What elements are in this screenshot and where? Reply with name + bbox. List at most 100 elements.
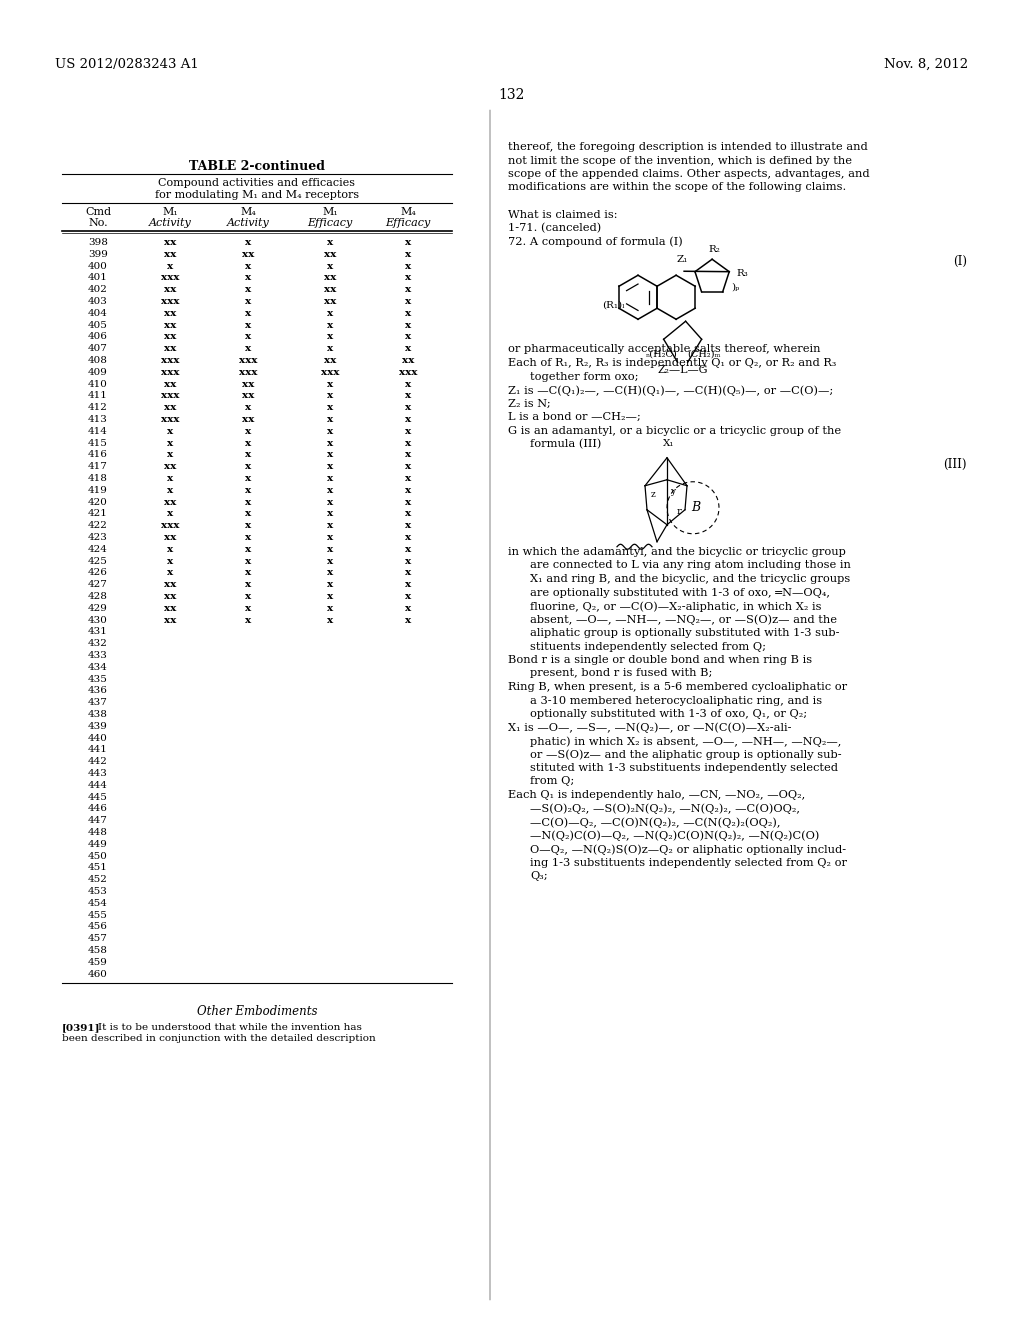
Text: 440: 440 bbox=[88, 734, 108, 743]
Text: xxx: xxx bbox=[398, 368, 417, 376]
Text: xxx: xxx bbox=[161, 297, 179, 306]
Text: optionally substituted with 1-3 of oxo, Q₁, or Q₂;: optionally substituted with 1-3 of oxo, … bbox=[530, 709, 807, 719]
Text: x: x bbox=[167, 569, 173, 577]
Text: 428: 428 bbox=[88, 591, 108, 601]
Text: modifications are within the scope of the following claims.: modifications are within the scope of th… bbox=[508, 182, 846, 193]
Text: x: x bbox=[327, 321, 333, 330]
Text: 414: 414 bbox=[88, 426, 108, 436]
Text: x: x bbox=[167, 261, 173, 271]
Text: for modulating M₁ and M₄ receptors: for modulating M₁ and M₄ receptors bbox=[155, 190, 359, 201]
Text: (CH₂)ₘ: (CH₂)ₘ bbox=[687, 350, 721, 358]
Text: x: x bbox=[327, 474, 333, 483]
Text: x: x bbox=[245, 545, 251, 554]
Text: x: x bbox=[404, 486, 411, 495]
Text: Z₂—L—G: Z₂—L—G bbox=[657, 366, 708, 375]
Text: x: x bbox=[327, 333, 333, 342]
Text: x: x bbox=[404, 462, 411, 471]
Text: x: x bbox=[404, 333, 411, 342]
Text: Q₃;: Q₃; bbox=[530, 871, 548, 880]
Text: x: x bbox=[404, 521, 411, 531]
Text: xxx: xxx bbox=[161, 368, 179, 376]
Text: M₁: M₁ bbox=[323, 207, 338, 216]
Text: 420: 420 bbox=[88, 498, 108, 507]
Text: (III): (III) bbox=[943, 458, 967, 470]
Text: from Q;: from Q; bbox=[530, 776, 574, 787]
Text: 434: 434 bbox=[88, 663, 108, 672]
Text: xx: xx bbox=[324, 273, 336, 282]
Text: 399: 399 bbox=[88, 249, 108, 259]
Text: 455: 455 bbox=[88, 911, 108, 920]
Text: x: x bbox=[167, 557, 173, 565]
Text: x: x bbox=[404, 615, 411, 624]
Text: xx: xx bbox=[324, 285, 336, 294]
Text: x: x bbox=[245, 309, 251, 318]
Text: x: x bbox=[404, 426, 411, 436]
Text: xx: xx bbox=[164, 615, 176, 624]
Text: O—Q₂, —N(Q₂)S(O)z—Q₂ or aliphatic optionally includ-: O—Q₂, —N(Q₂)S(O)z—Q₂ or aliphatic option… bbox=[530, 843, 846, 854]
Text: x: x bbox=[245, 438, 251, 447]
Text: xx: xx bbox=[164, 380, 176, 388]
Text: 456: 456 bbox=[88, 923, 108, 932]
Text: absent, —O—, —NH—, —NQ₂—, or —S(O)z— and the: absent, —O—, —NH—, —NQ₂—, or —S(O)z— and… bbox=[530, 615, 837, 626]
Text: xx: xx bbox=[401, 356, 414, 366]
Text: 458: 458 bbox=[88, 946, 108, 954]
Text: xx: xx bbox=[242, 380, 254, 388]
Text: x: x bbox=[327, 545, 333, 554]
Text: 422: 422 bbox=[88, 521, 108, 531]
Text: 460: 460 bbox=[88, 970, 108, 978]
Text: M₄: M₄ bbox=[240, 207, 256, 216]
Text: xxx: xxx bbox=[239, 356, 257, 366]
Text: 444: 444 bbox=[88, 781, 108, 789]
Text: x: x bbox=[404, 261, 411, 271]
Text: 442: 442 bbox=[88, 758, 108, 766]
Text: X₁ and ring B, and the bicyclic, and the tricyclic groups: X₁ and ring B, and the bicyclic, and the… bbox=[530, 574, 850, 583]
Text: xxx: xxx bbox=[321, 368, 339, 376]
Text: US 2012/0283243 A1: US 2012/0283243 A1 bbox=[55, 58, 199, 71]
Text: x: x bbox=[245, 426, 251, 436]
Text: x: x bbox=[327, 450, 333, 459]
Text: 408: 408 bbox=[88, 356, 108, 366]
Text: x: x bbox=[404, 309, 411, 318]
Text: 412: 412 bbox=[88, 403, 108, 412]
Text: R₂: R₂ bbox=[709, 246, 720, 255]
Text: 410: 410 bbox=[88, 380, 108, 388]
Text: xx: xx bbox=[164, 581, 176, 589]
Text: x: x bbox=[327, 309, 333, 318]
Text: x: x bbox=[404, 249, 411, 259]
Text: x: x bbox=[327, 238, 333, 247]
Text: x: x bbox=[327, 392, 333, 400]
Text: 427: 427 bbox=[88, 581, 108, 589]
Text: G is an adamantyl, or a bicyclic or a tricyclic group of the: G is an adamantyl, or a bicyclic or a tr… bbox=[508, 425, 841, 436]
Text: are connected to L via any ring atom including those in: are connected to L via any ring atom inc… bbox=[530, 561, 851, 570]
Text: xxx: xxx bbox=[239, 368, 257, 376]
Text: 425: 425 bbox=[88, 557, 108, 565]
Text: 417: 417 bbox=[88, 462, 108, 471]
Text: xx: xx bbox=[164, 403, 176, 412]
Text: xx: xx bbox=[242, 414, 254, 424]
Text: B: B bbox=[691, 502, 700, 515]
Text: x: x bbox=[245, 462, 251, 471]
Text: 416: 416 bbox=[88, 450, 108, 459]
Text: x: x bbox=[404, 510, 411, 519]
Text: (I): (I) bbox=[953, 255, 967, 268]
Text: 401: 401 bbox=[88, 273, 108, 282]
Text: 439: 439 bbox=[88, 722, 108, 731]
Text: What is claimed is:: What is claimed is: bbox=[508, 210, 617, 219]
Text: 1-71. (canceled): 1-71. (canceled) bbox=[508, 223, 601, 234]
Text: x: x bbox=[327, 380, 333, 388]
Text: 441: 441 bbox=[88, 746, 108, 755]
Text: Cmd: Cmd bbox=[85, 207, 111, 216]
Text: x: x bbox=[245, 261, 251, 271]
Text: together form oxo;: together form oxo; bbox=[530, 371, 639, 381]
Text: x: x bbox=[404, 414, 411, 424]
Text: x: x bbox=[327, 426, 333, 436]
Text: 409: 409 bbox=[88, 368, 108, 376]
Text: x: x bbox=[167, 486, 173, 495]
Text: Other Embodiments: Other Embodiments bbox=[197, 1006, 317, 1019]
Text: x: x bbox=[327, 591, 333, 601]
Text: fluorine, Q₂, or —C(O)—X₂-aliphatic, in which X₂ is: fluorine, Q₂, or —C(O)—X₂-aliphatic, in … bbox=[530, 601, 821, 611]
Text: Activity: Activity bbox=[148, 218, 191, 228]
Text: x: x bbox=[404, 438, 411, 447]
Text: Efficacy: Efficacy bbox=[307, 218, 352, 228]
Text: x: x bbox=[327, 557, 333, 565]
